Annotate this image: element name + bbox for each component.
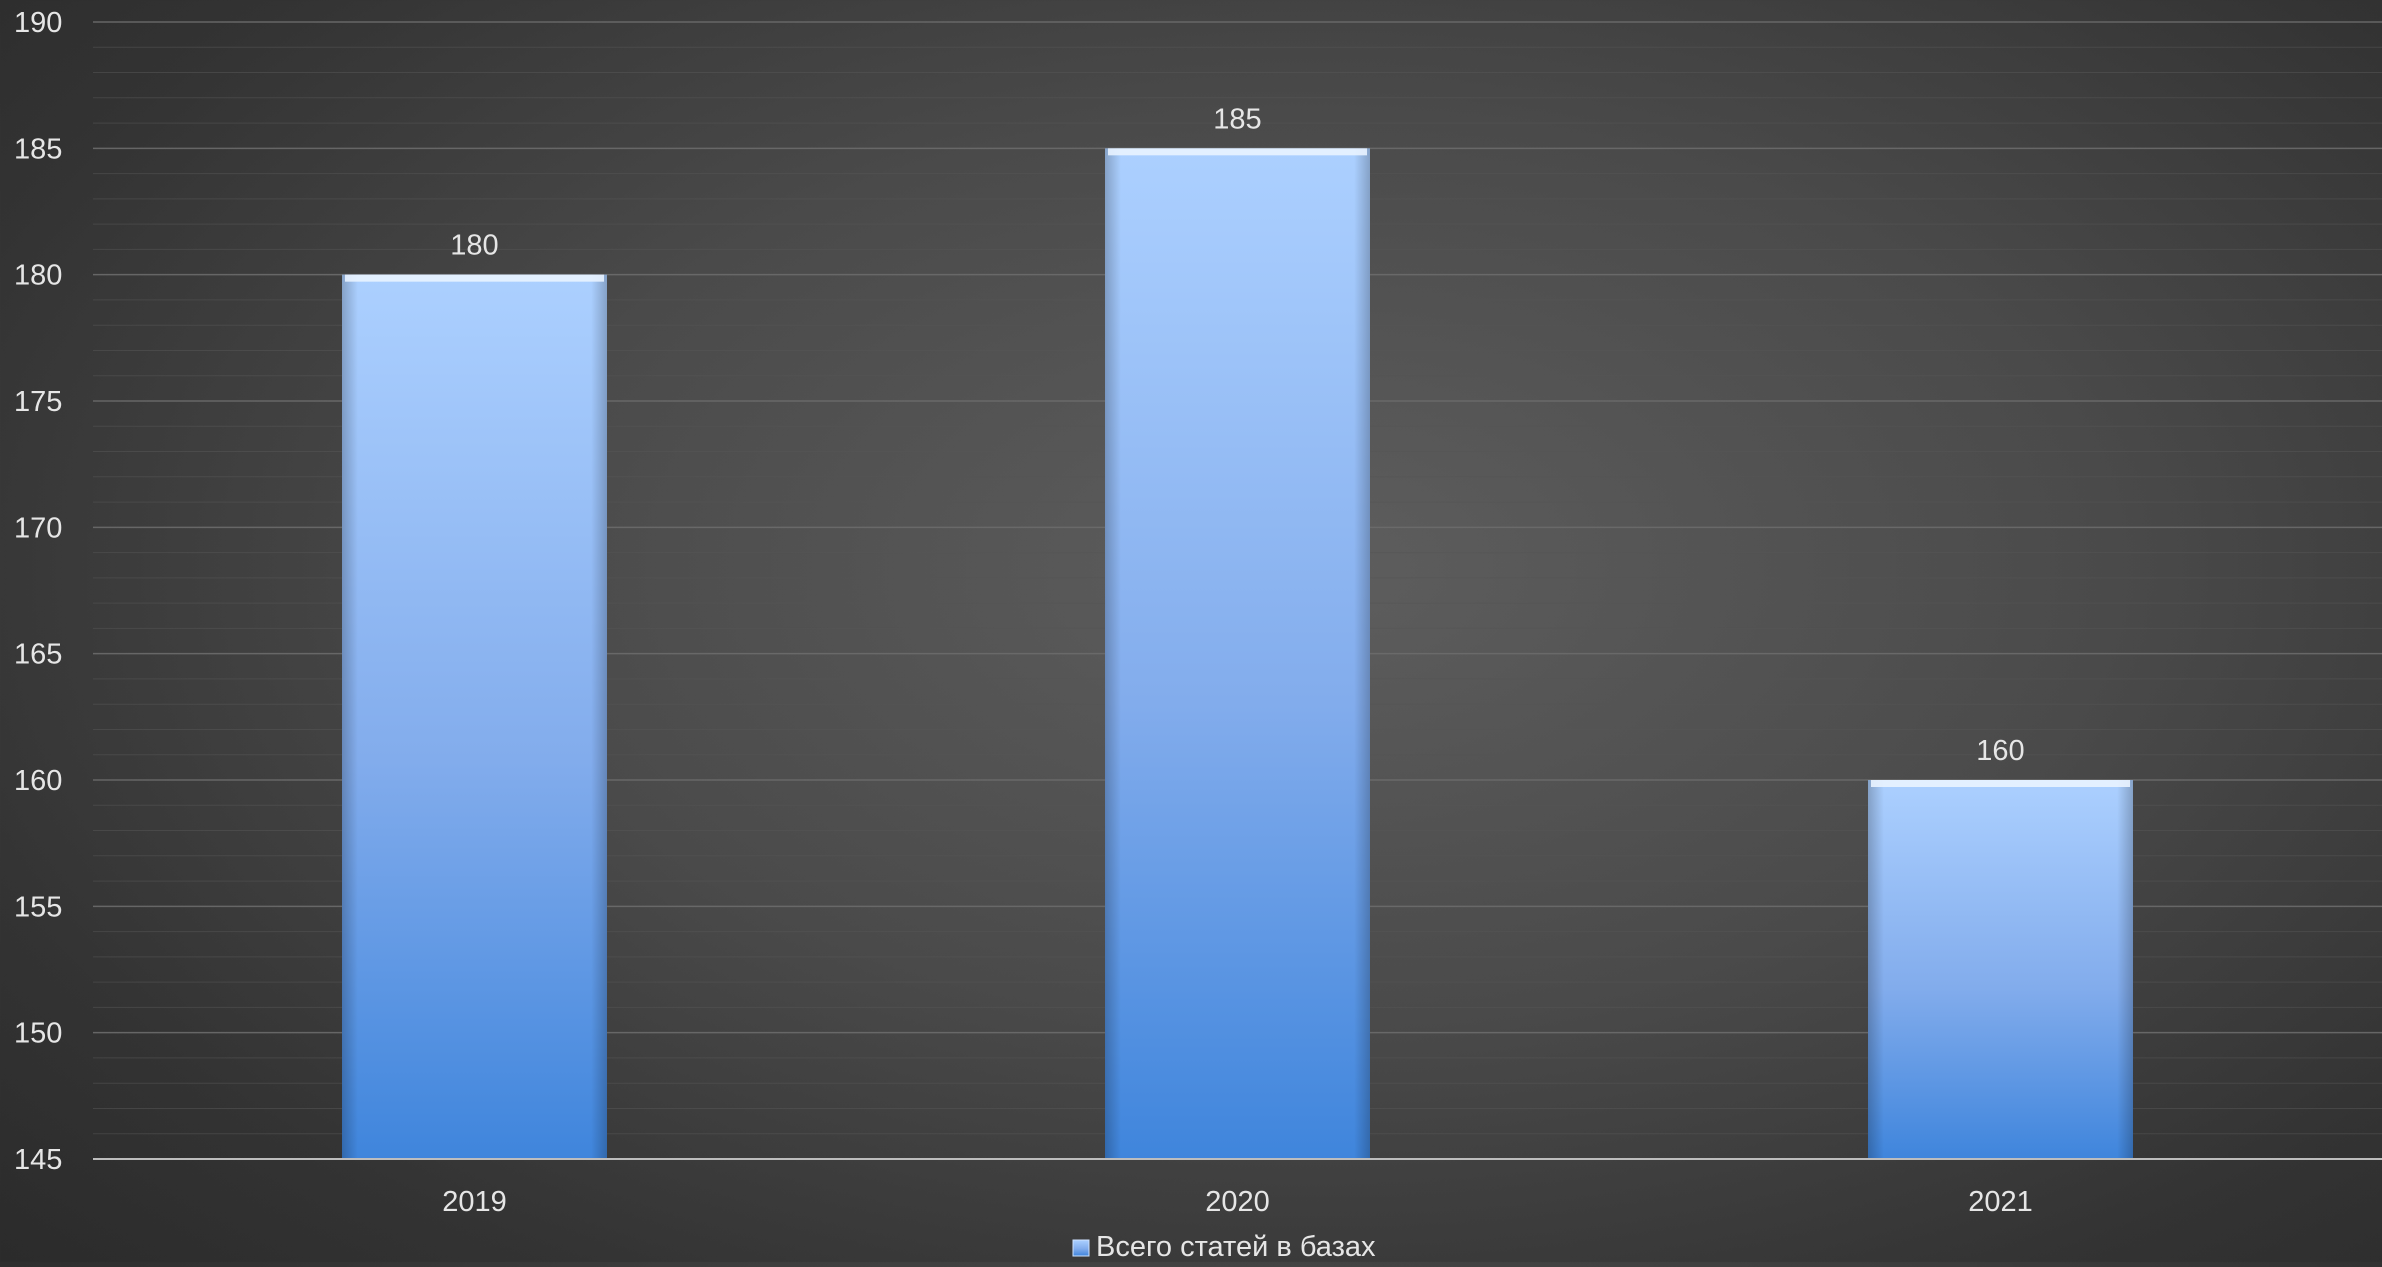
- bars: [342, 148, 2133, 1160]
- x-tick-label: 2021: [1968, 1186, 2033, 1218]
- data-label: 180: [450, 230, 498, 262]
- y-tick-label: 160: [14, 765, 62, 797]
- bar-shading: [342, 274, 607, 1160]
- y-tick-label: 165: [14, 639, 62, 671]
- bar-shading: [1868, 780, 2133, 1159]
- legend-swatch-icon: [1072, 1239, 1090, 1257]
- y-tick-label: 185: [14, 133, 62, 165]
- x-tick-label: 2020: [1205, 1186, 1270, 1218]
- bar-shading: [1105, 148, 1370, 1160]
- y-tick-label: 145: [14, 1144, 62, 1176]
- y-tick-label: 150: [14, 1018, 62, 1050]
- bar-2020: [1105, 148, 1370, 1160]
- y-axis: 145 150 155 160 165 170 175 180 185 190: [14, 7, 62, 1176]
- y-tick-label: 180: [14, 260, 62, 292]
- bar-top-highlight: [1108, 148, 1367, 156]
- bar-top-highlight: [1871, 780, 2130, 787]
- x-tick-label: 2019: [442, 1186, 507, 1218]
- y-tick-label: 170: [14, 512, 62, 544]
- legend-label: Всего статей в базах: [1096, 1231, 1376, 1262]
- data-label: 185: [1213, 103, 1261, 135]
- bar-2021: [1868, 780, 2133, 1159]
- x-axis: 2019 2020 2021: [93, 1158, 2382, 1218]
- y-tick-label: 155: [14, 891, 62, 923]
- bar-2019: [342, 274, 607, 1160]
- y-tick-label: 190: [14, 7, 62, 39]
- legend: Всего статей в базах: [1072, 1231, 1376, 1263]
- data-labels: 180 185 160: [450, 103, 2024, 767]
- y-tick-label: 175: [14, 386, 62, 418]
- data-label: 160: [1976, 735, 2024, 767]
- bar-top-highlight: [345, 274, 604, 282]
